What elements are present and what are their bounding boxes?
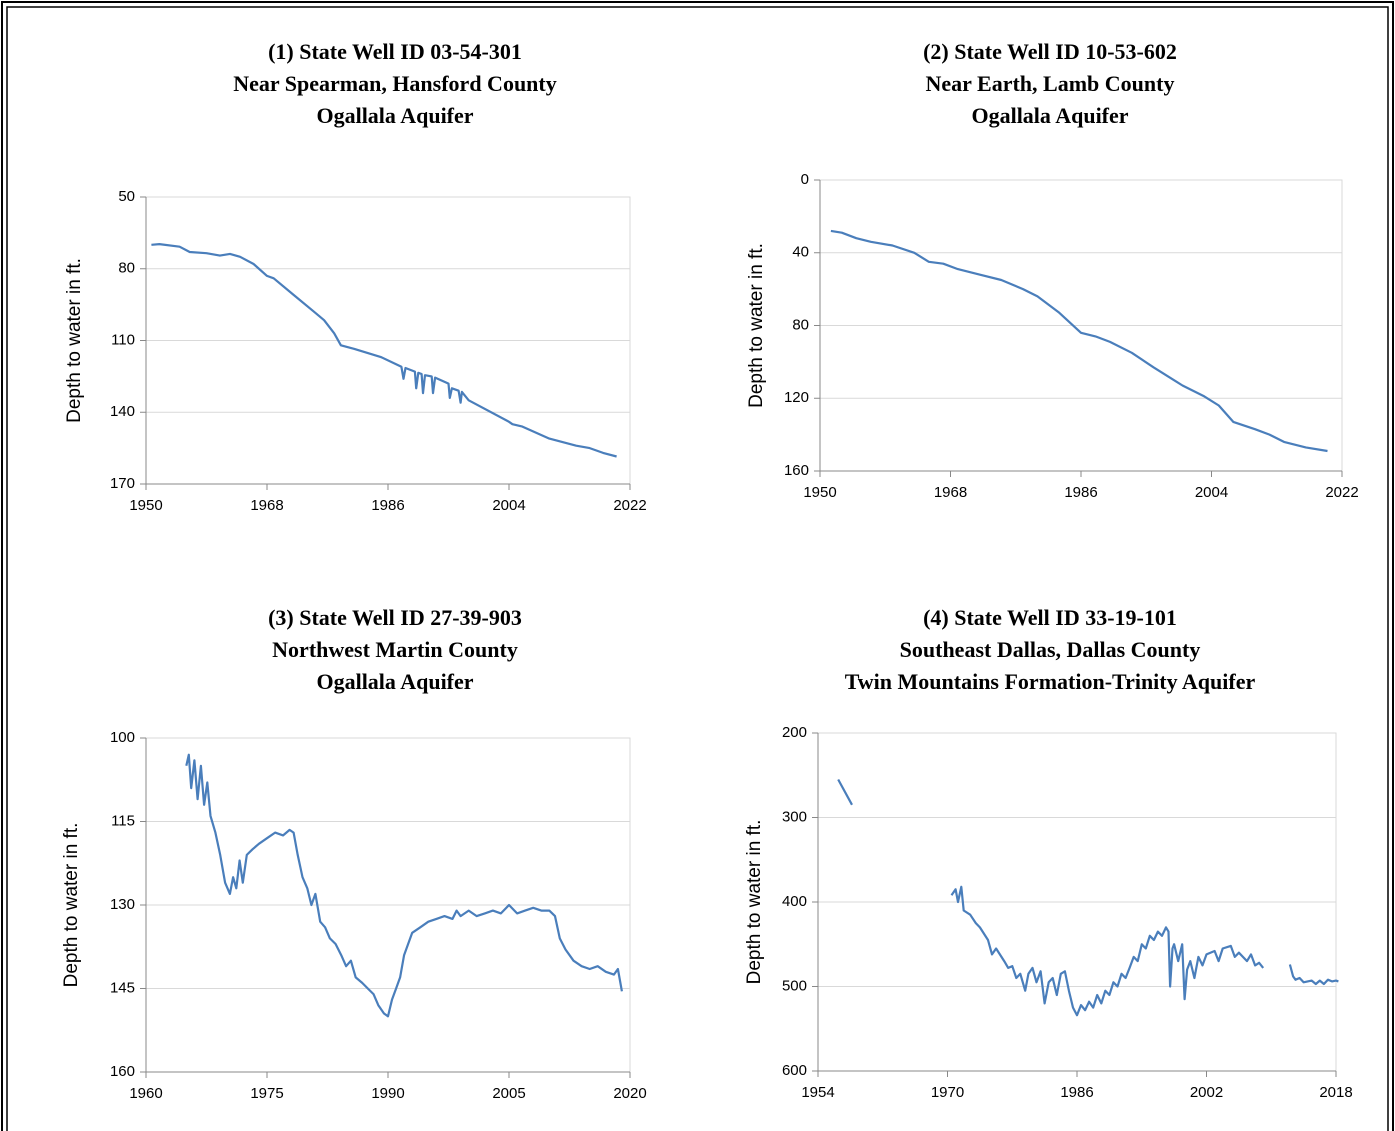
chart-title: (2) State Well ID 10-53-602: [923, 39, 1177, 64]
chart-title: Ogallala Aquifer: [316, 103, 473, 128]
x-tick-label: 1990: [371, 1085, 404, 1102]
x-tick-label: 2022: [613, 497, 646, 514]
chart-title: (3) State Well ID 27-39-903: [268, 605, 522, 630]
chart-title: (1) State Well ID 03-54-301: [268, 39, 522, 64]
y-axis-label: Depth to water in ft.: [64, 258, 85, 423]
x-tick-label: 1986: [1060, 1084, 1093, 1101]
x-tick-label: 2020: [613, 1085, 646, 1102]
y-tick-label: 120: [784, 389, 809, 406]
y-axis-label: Depth to water in ft.: [746, 243, 767, 408]
x-tick-label: 1950: [129, 497, 162, 514]
data-line: [830, 229, 1328, 453]
y-tick-label: 140: [110, 403, 135, 420]
y-tick-label: 200: [782, 724, 807, 741]
chart-title: Ogallala Aquifer: [971, 103, 1128, 128]
y-tick-label: 145: [110, 979, 135, 996]
x-tick-label: 1960: [129, 1085, 162, 1102]
y-tick-label: 300: [782, 808, 807, 825]
x-tick-label: 1950: [803, 484, 836, 501]
data-line: [185, 753, 623, 1018]
x-tick-label: 2002: [1190, 1084, 1223, 1101]
x-tick-label: 1986: [371, 497, 404, 514]
y-tick-label: 110: [111, 331, 135, 348]
chart: (2) State Well ID 10-53-602 Near Earth, L…: [746, 39, 1359, 501]
y-tick-label: 40: [792, 244, 809, 261]
chart-title: Twin Mountains Formation-Trinity Aquifer: [845, 669, 1256, 694]
y-tick-label: 400: [782, 893, 807, 910]
chart: (4) State Well ID 33-19-101 Southeast Dal…: [744, 605, 1353, 1101]
y-axis-label: Depth to water in ft.: [61, 823, 82, 988]
y-axis-label: Depth to water in ft.: [744, 820, 765, 985]
y-tick-label: 0: [801, 171, 809, 188]
x-tick-label: 2005: [492, 1085, 525, 1102]
y-tick-label: 170: [110, 475, 135, 492]
x-tick-label: 1975: [250, 1085, 283, 1102]
x-tick-label: 1968: [250, 497, 283, 514]
y-tick-label: 100: [110, 729, 135, 746]
y-tick-label: 130: [110, 896, 135, 913]
x-tick-label: 2022: [1325, 484, 1358, 501]
y-tick-label: 80: [118, 260, 135, 277]
x-tick-label: 1986: [1064, 484, 1097, 501]
chart: (3) State Well ID 27-39-903 Northwest Mar…: [61, 605, 647, 1102]
chart-title: Near Spearman, Hansford County: [233, 71, 557, 96]
x-tick-label: 2004: [1195, 484, 1228, 501]
y-tick-label: 160: [110, 1063, 135, 1080]
x-tick-label: 1970: [931, 1084, 964, 1101]
y-tick-label: 500: [782, 977, 807, 994]
y-tick-label: 115: [111, 812, 135, 829]
data-line: [837, 778, 1339, 1017]
chart-title: Southeast Dallas, Dallas County: [900, 637, 1201, 662]
x-tick-label: 2004: [492, 497, 525, 514]
y-tick-label: 600: [782, 1062, 807, 1079]
x-tick-label: 2018: [1319, 1084, 1352, 1101]
data-line: [151, 243, 617, 458]
chart-title: Near Earth, Lamb County: [926, 71, 1175, 96]
y-tick-label: 80: [792, 316, 809, 333]
chart-title: (4) State Well ID 33-19-101: [923, 605, 1177, 630]
y-tick-label: 160: [784, 462, 809, 479]
x-tick-label: 1954: [801, 1084, 834, 1101]
y-tick-label: 50: [118, 188, 135, 205]
chart-title: Ogallala Aquifer: [316, 669, 473, 694]
chart-title: Northwest Martin County: [272, 637, 518, 662]
chart: (1) State Well ID 03-54-301 Near Spearman…: [64, 39, 647, 514]
x-tick-label: 1968: [934, 484, 967, 501]
